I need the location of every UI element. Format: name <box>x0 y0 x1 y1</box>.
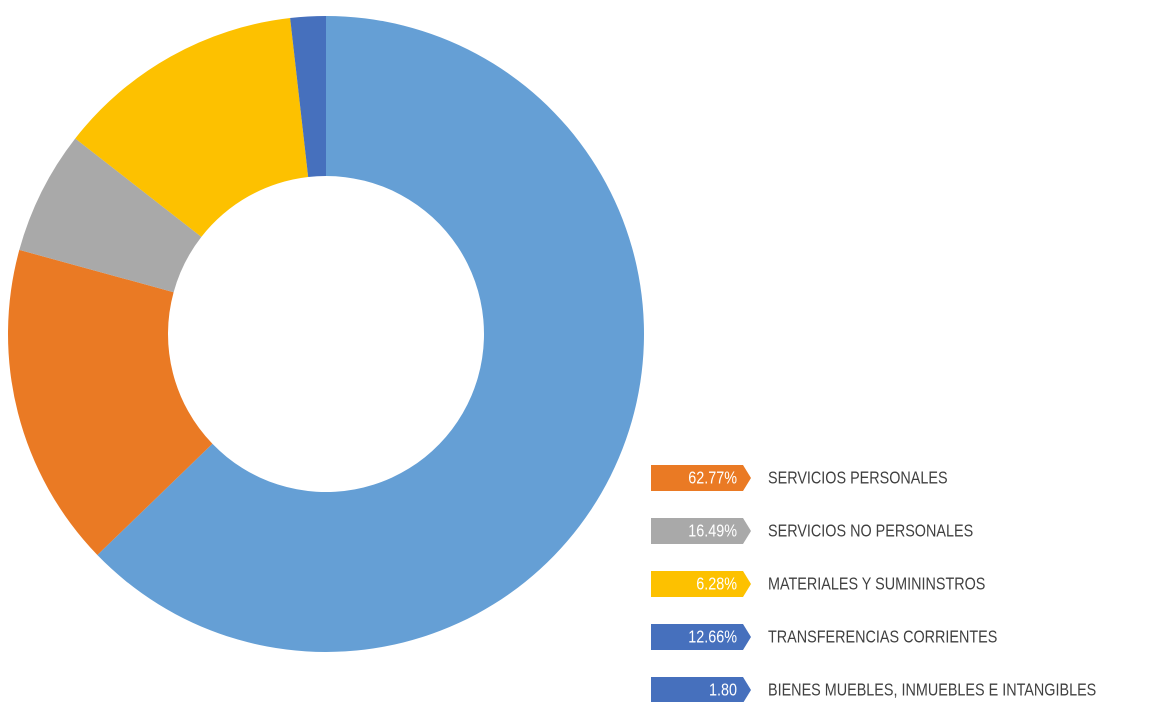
badge-text-group: 12.66% <box>688 627 737 647</box>
donut-slice <box>75 18 309 237</box>
legend-item: 62.77% SERVICIOS PERSONALES <box>651 465 948 491</box>
badge-text-group: 6.28% <box>696 574 737 594</box>
donut-slice <box>19 138 202 293</box>
legend-badge <box>651 518 751 544</box>
legend-label-group: MATERIALES Y SUMININSTROS <box>768 574 986 594</box>
legend-value: 6.28% <box>696 574 737 594</box>
badge-text-group: 1.80 <box>709 680 737 700</box>
legend-label: SERVICIOS PERSONALES <box>768 468 948 488</box>
legend-label: MATERIALES Y SUMININSTROS <box>768 574 986 594</box>
donut-slice <box>8 249 213 556</box>
donut-slice <box>290 16 326 178</box>
badge-text-group: 16.49% <box>688 521 737 541</box>
legend-badge <box>651 465 751 491</box>
legend-item: 16.49% SERVICIOS NO PERSONALES <box>651 518 973 544</box>
legend-label-group: TRANSFERENCIAS CORRIENTES <box>768 627 997 647</box>
legend-label-group: BIENES MUEBLES, INMUEBLES E INTANGIBLES <box>768 680 1096 700</box>
legend-badge <box>651 677 751 702</box>
legend-label-group: SERVICIOS PERSONALES <box>768 468 948 488</box>
legend-value: 16.49% <box>688 521 737 541</box>
legend-item: 6.28% MATERIALES Y SUMININSTROS <box>651 571 986 597</box>
legend-value: 1.80 <box>709 680 737 700</box>
badge-text-group: 62.77% <box>688 468 737 488</box>
legend-label: SERVICIOS NO PERSONALES <box>768 521 973 541</box>
legend-value: 62.77% <box>688 468 737 488</box>
legend-badge <box>651 571 751 597</box>
legend-value: 12.66% <box>688 627 737 647</box>
legend-label-group: SERVICIOS NO PERSONALES <box>768 521 973 541</box>
legend-label: BIENES MUEBLES, INMUEBLES E INTANGIBLES <box>768 680 1096 700</box>
donut-slice <box>97 16 644 652</box>
legend-label: TRANSFERENCIAS CORRIENTES <box>768 627 997 647</box>
legend-badge <box>651 624 751 650</box>
legend-item: 12.66% TRANSFERENCIAS CORRIENTES <box>651 624 997 650</box>
legend-item: 1.80 BIENES MUEBLES, INMUEBLES E INTANGIB… <box>651 677 1096 702</box>
